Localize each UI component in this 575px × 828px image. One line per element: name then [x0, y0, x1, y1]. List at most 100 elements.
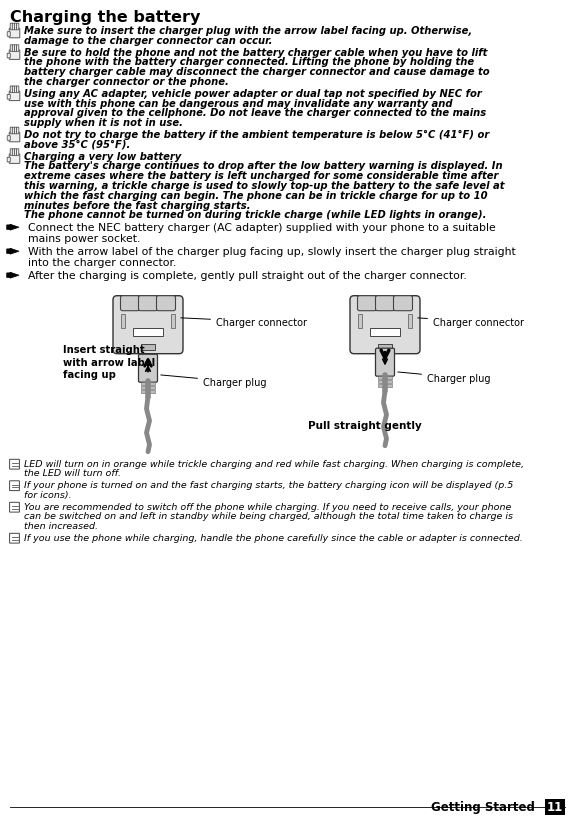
Text: the phone with the battery charger connected. Lifting the phone by holding the: the phone with the battery charger conne… [24, 57, 474, 67]
Text: use with this phone can be dangerous and may invalidate any warranty and: use with this phone can be dangerous and… [24, 99, 453, 108]
Text: Be sure to hold the phone and not the battery charger cable when you have to lif: Be sure to hold the phone and not the ba… [24, 47, 488, 57]
Bar [378, 344, 392, 350]
FancyBboxPatch shape [12, 24, 14, 31]
FancyBboxPatch shape [14, 46, 17, 52]
Bar [141, 383, 155, 385]
FancyBboxPatch shape [9, 133, 20, 142]
Bar [378, 384, 392, 388]
FancyBboxPatch shape [9, 29, 20, 39]
FancyBboxPatch shape [393, 296, 412, 311]
Text: Charging the battery: Charging the battery [10, 10, 200, 25]
Text: extreme cases where the battery is left uncharged for some considerable time aft: extreme cases where the battery is left … [24, 171, 499, 181]
Text: Connect the NEC battery charger (AC adapter) supplied with your phone to a suita: Connect the NEC battery charger (AC adap… [28, 223, 496, 233]
Text: supply when it is not in use.: supply when it is not in use. [24, 118, 183, 128]
FancyBboxPatch shape [9, 92, 20, 102]
Text: Getting Started: Getting Started [431, 800, 535, 813]
FancyBboxPatch shape [7, 95, 10, 100]
Bar [133, 329, 163, 336]
Bar [545, 799, 565, 815]
Bar [141, 386, 155, 389]
FancyBboxPatch shape [156, 296, 175, 311]
FancyBboxPatch shape [375, 349, 394, 377]
Bar [141, 390, 155, 393]
Bar [370, 329, 400, 336]
Text: Pull straight gently: Pull straight gently [308, 420, 422, 431]
FancyBboxPatch shape [10, 87, 13, 94]
Polygon shape [10, 273, 19, 279]
Text: above 35°C (95°F).: above 35°C (95°F). [24, 140, 131, 150]
Text: After the charging is complete, gently pull straight out of the charger connecto: After the charging is complete, gently p… [28, 271, 467, 281]
Text: minutes before the fast charging starts.: minutes before the fast charging starts. [24, 200, 251, 210]
Text: If your phone is turned on and the fast charging starts, the battery charging ic: If your phone is turned on and the fast … [24, 480, 513, 489]
Polygon shape [10, 225, 19, 231]
Bar [378, 380, 392, 383]
Text: which the fast charging can begin. The phone can be in trickle charge for up to : which the fast charging can begin. The p… [24, 190, 488, 200]
Text: Insert straight
with arrow label
facing up: Insert straight with arrow label facing … [63, 345, 155, 380]
FancyBboxPatch shape [9, 51, 20, 60]
FancyBboxPatch shape [7, 55, 10, 59]
Text: mains power socket.: mains power socket. [28, 233, 140, 243]
FancyBboxPatch shape [10, 46, 13, 52]
FancyBboxPatch shape [375, 296, 394, 311]
Text: the LED will turn off.: the LED will turn off. [24, 469, 121, 478]
FancyBboxPatch shape [12, 87, 14, 94]
Text: the charger connector or the phone.: the charger connector or the phone. [24, 77, 229, 87]
Text: into the charger connector.: into the charger connector. [28, 258, 177, 267]
FancyBboxPatch shape [17, 150, 19, 156]
Text: Do not try to charge the battery if the ambient temperature is below 5°C (41°F) : Do not try to charge the battery if the … [24, 130, 489, 140]
FancyBboxPatch shape [7, 32, 10, 37]
Text: damage to the charger connector can occur.: damage to the charger connector can occu… [24, 36, 276, 46]
Text: With the arrow label of the charger plug facing up, slowly insert the charger pl: With the arrow label of the charger plug… [28, 247, 516, 257]
FancyBboxPatch shape [7, 249, 12, 254]
FancyBboxPatch shape [9, 155, 20, 164]
Text: battery charger cable may disconnect the charger connector and cause damage to: battery charger cable may disconnect the… [24, 67, 490, 77]
FancyBboxPatch shape [139, 296, 158, 311]
FancyBboxPatch shape [12, 150, 14, 156]
Text: can be switched on and left in standby while being charged, although the total t: can be switched on and left in standby w… [24, 512, 513, 521]
FancyBboxPatch shape [121, 296, 140, 311]
FancyBboxPatch shape [113, 296, 183, 354]
Text: The battery's charge continues to drop after the low battery warning is displaye: The battery's charge continues to drop a… [24, 161, 503, 171]
Text: Charger connector: Charger connector [418, 317, 524, 327]
FancyBboxPatch shape [10, 460, 20, 469]
FancyBboxPatch shape [14, 24, 17, 31]
FancyBboxPatch shape [358, 296, 377, 311]
FancyBboxPatch shape [7, 225, 12, 230]
Text: LED will turn on in orange while trickle charging and red while fast charging. W: LED will turn on in orange while trickle… [24, 460, 524, 468]
FancyBboxPatch shape [139, 354, 158, 383]
FancyBboxPatch shape [10, 24, 13, 31]
Text: Charger plug: Charger plug [161, 376, 266, 388]
Text: The phone cannot be turned on during trickle charge (while LED lights in orange): The phone cannot be turned on during tri… [24, 210, 486, 220]
FancyBboxPatch shape [17, 87, 19, 94]
Bar [171, 315, 175, 329]
Text: then increased.: then increased. [24, 521, 98, 530]
Text: Charging a very low battery: Charging a very low battery [24, 152, 181, 161]
Text: 11: 11 [547, 801, 563, 814]
Text: Using any AC adapter, vehicle power adapter or dual tap not specified by NEC for: Using any AC adapter, vehicle power adap… [24, 89, 482, 99]
FancyBboxPatch shape [14, 87, 17, 94]
Bar [408, 315, 412, 329]
FancyBboxPatch shape [7, 273, 12, 278]
FancyBboxPatch shape [17, 46, 19, 52]
FancyBboxPatch shape [10, 128, 13, 135]
Bar [141, 344, 155, 350]
FancyBboxPatch shape [7, 158, 10, 163]
FancyBboxPatch shape [10, 150, 13, 156]
Text: Make sure to insert the charger plug with the arrow label facing up. Otherwise,: Make sure to insert the charger plug wit… [24, 26, 472, 36]
FancyBboxPatch shape [12, 46, 14, 52]
Bar [378, 376, 392, 379]
Text: Charger plug: Charger plug [398, 373, 490, 383]
FancyBboxPatch shape [12, 128, 14, 135]
Text: Charger connector: Charger connector [181, 317, 307, 327]
Text: If you use the phone while charging, handle the phone carefully since the cable : If you use the phone while charging, han… [24, 533, 523, 542]
Text: this warning, a trickle charge is used to slowly top-up the battery to the safe : this warning, a trickle charge is used t… [24, 181, 504, 190]
Polygon shape [10, 249, 19, 255]
Text: You are recommended to switch off the phone while charging. If you need to recei: You are recommended to switch off the ph… [24, 502, 511, 511]
FancyBboxPatch shape [10, 481, 20, 491]
Text: approval given to the cellphone. Do not leave the charger connected to the mains: approval given to the cellphone. Do not … [24, 108, 486, 118]
FancyBboxPatch shape [10, 503, 20, 513]
FancyBboxPatch shape [10, 534, 20, 543]
FancyBboxPatch shape [14, 150, 17, 156]
Text: for icons).: for icons). [24, 490, 75, 499]
Bar [121, 315, 125, 329]
